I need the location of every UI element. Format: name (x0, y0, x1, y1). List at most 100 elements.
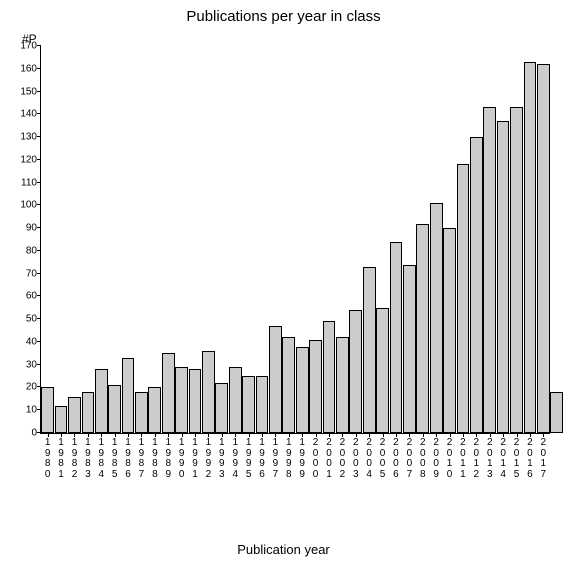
bar (483, 107, 496, 433)
x-tick-label: 2 0 1 5 (512, 433, 522, 480)
bar (108, 385, 121, 433)
bar (215, 383, 228, 433)
y-tick-mark (37, 295, 41, 296)
y-tick-mark (37, 227, 41, 228)
x-tick-label: 1 9 9 0 (177, 433, 187, 480)
bar (242, 376, 255, 433)
y-tick-label: 0 (31, 428, 41, 439)
bar (323, 321, 336, 433)
bar (443, 228, 456, 433)
x-tick-label: 2 0 1 2 (471, 433, 481, 480)
y-tick-label: 160 (20, 63, 41, 74)
x-tick-label: 1 9 9 4 (230, 433, 240, 480)
bar (41, 387, 54, 433)
x-tick-label: 2 0 0 5 (378, 433, 388, 480)
x-tick-label: 1 9 9 2 (203, 433, 213, 480)
x-tick-label: 2 0 0 2 (337, 433, 347, 480)
bar (229, 367, 242, 433)
x-tick-label: 1 9 8 2 (69, 433, 79, 480)
x-tick-label: 1 9 8 5 (110, 433, 120, 480)
bar (296, 347, 309, 434)
bar (309, 340, 322, 433)
bar (269, 326, 282, 433)
x-tick-label: 1 9 8 8 (150, 433, 160, 480)
bar (390, 242, 403, 433)
bar (202, 351, 215, 433)
y-tick-label: 20 (26, 382, 41, 393)
x-tick-label: 1 9 8 4 (96, 433, 106, 480)
bar (349, 310, 362, 433)
bar (282, 337, 295, 433)
bar (537, 64, 550, 433)
x-tick-label: 2 0 1 3 (485, 433, 495, 480)
bar (68, 397, 81, 433)
x-tick-label: 1 9 9 5 (244, 433, 254, 480)
bar (189, 369, 202, 433)
y-tick-label: 50 (26, 314, 41, 325)
bar (95, 369, 108, 433)
y-tick-mark (37, 364, 41, 365)
y-tick-mark (37, 68, 41, 69)
x-tick-label: 2 0 1 4 (498, 433, 508, 480)
y-tick-label: 140 (20, 109, 41, 120)
plot-area: 0102030405060708090100110120130140150160… (40, 46, 550, 434)
y-tick-label: 60 (26, 291, 41, 302)
x-tick-label: 2 0 1 0 (445, 433, 455, 480)
y-tick-mark (37, 113, 41, 114)
x-tick-label: 1 9 9 8 (284, 433, 294, 480)
x-tick-label: 2 0 0 7 (404, 433, 414, 480)
bar (550, 392, 563, 433)
y-tick-label: 170 (20, 41, 41, 52)
x-tick-label: 2 0 0 4 (364, 433, 374, 480)
x-tick-label: 1 9 8 1 (56, 433, 66, 480)
y-tick-label: 40 (26, 336, 41, 347)
x-tick-label: 2 0 0 3 (351, 433, 361, 480)
y-tick-label: 100 (20, 200, 41, 211)
x-tick-label: 1 9 9 9 (297, 433, 307, 480)
y-tick-mark (37, 136, 41, 137)
x-tick-label: 2 0 0 8 (418, 433, 428, 480)
x-tick-label: 1 9 9 1 (190, 433, 200, 480)
bar (175, 367, 188, 433)
y-tick-label: 70 (26, 268, 41, 279)
x-tick-label: 1 9 8 0 (43, 433, 53, 480)
x-tick-label: 1 9 8 9 (163, 433, 173, 480)
x-tick-label: 2 0 0 0 (311, 433, 321, 480)
y-tick-mark (37, 91, 41, 92)
y-tick-mark (37, 341, 41, 342)
x-tick-label: 2 0 0 9 (431, 433, 441, 480)
y-tick-mark (37, 318, 41, 319)
y-tick-label: 150 (20, 86, 41, 97)
bar (416, 224, 429, 433)
x-tick-label: 2 0 0 1 (324, 433, 334, 480)
bar (135, 392, 148, 433)
chart-title: Publications per year in class (0, 8, 567, 25)
x-tick-label: 2 0 1 6 (525, 433, 535, 480)
y-tick-mark (37, 273, 41, 274)
y-tick-mark (37, 204, 41, 205)
bar (55, 406, 68, 433)
x-tick-label: 2 0 1 7 (538, 433, 548, 480)
bar (376, 308, 389, 433)
y-tick-label: 120 (20, 154, 41, 165)
y-tick-label: 10 (26, 405, 41, 416)
x-tick-label: 2 0 0 6 (391, 433, 401, 480)
bar (256, 376, 269, 433)
x-axis-label: Publication year (0, 542, 567, 557)
bar (430, 203, 443, 433)
x-tick-label: 1 9 8 7 (136, 433, 146, 480)
x-tick-label: 1 9 8 6 (123, 433, 133, 480)
x-tick-label: 1 9 9 7 (270, 433, 280, 480)
chart-container: Publications per year in class #P 010203… (0, 0, 567, 567)
y-tick-mark (37, 159, 41, 160)
x-tick-label: 1 9 8 3 (83, 433, 93, 480)
bar (510, 107, 523, 433)
y-tick-label: 90 (26, 223, 41, 234)
bar (457, 164, 470, 433)
y-tick-label: 130 (20, 132, 41, 143)
y-tick-mark (37, 182, 41, 183)
x-tick-label: 1 9 9 3 (217, 433, 227, 480)
y-tick-mark (37, 250, 41, 251)
bar (524, 62, 537, 433)
x-tick-label: 2 0 1 1 (458, 433, 468, 480)
